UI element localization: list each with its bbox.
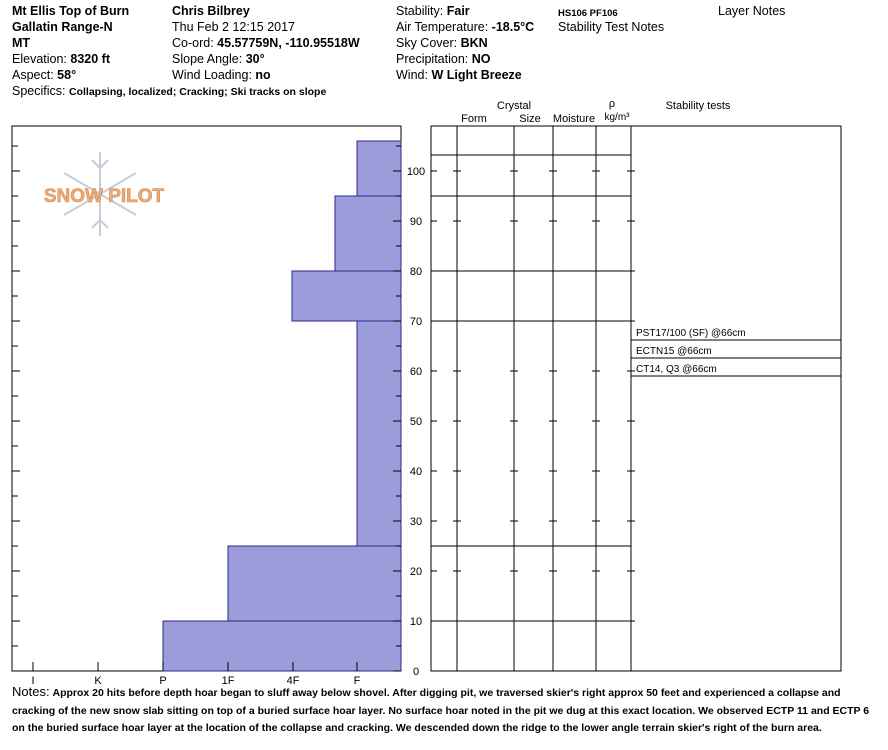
slope-angle: Slope Angle: 30° — [172, 52, 265, 67]
snowflake-icon — [63, 152, 137, 236]
y-tick-label: 60 — [410, 366, 422, 378]
specifics-label: Specifics: — [12, 84, 66, 98]
y-tick-label: 40 — [410, 466, 422, 478]
wind-loading-label: Wind Loading: — [172, 68, 252, 82]
hardness-bars — [162, 140, 402, 672]
location-name: Mt Ellis Top of Burn — [12, 4, 130, 18]
air-temperature: Air Temperature: -18.5°C — [396, 20, 534, 35]
hardness-bar — [162, 620, 402, 672]
y-tick-label: 50 — [410, 416, 422, 428]
notes: Notes: Approx 20 hits before depth hoar … — [12, 683, 872, 738]
hardness-bar — [356, 320, 402, 547]
aspect: Aspect: 58° — [12, 68, 76, 83]
layer-table-frame — [430, 125, 842, 672]
hardness-bar — [334, 195, 402, 272]
y-tick-label: 30 — [410, 516, 422, 528]
x-tick-label: I — [31, 675, 34, 687]
specifics: Specifics: Collapsing, localized; Cracki… — [12, 84, 326, 100]
notes-label: Notes: — [12, 684, 50, 699]
observation-datetime: Thu Feb 2 12:15 2017 — [172, 20, 296, 34]
hardness-bar — [356, 140, 402, 197]
moisture-header: Moisture — [553, 113, 595, 125]
snowpilot-logo: SNOW PILOT — [44, 152, 165, 236]
y-tick-label: 70 — [410, 316, 422, 328]
layer-boundaries — [431, 154, 631, 622]
stability-test-result: ECTN15 @66cm — [636, 346, 712, 357]
state: MT — [12, 36, 31, 50]
logo-text: SNOW PILOT — [44, 186, 165, 207]
y-tick-label: 0 — [413, 666, 419, 678]
observer-name: Chris Bilbrey — [172, 4, 250, 18]
density-unit-header: kg/m³ — [605, 112, 631, 123]
hardness-bar — [227, 545, 402, 622]
coord-value: 45.57759N, -110.95518W — [217, 36, 360, 50]
stability: Stability: Fair — [396, 4, 470, 19]
wind-value: W Light Breeze — [431, 68, 522, 82]
y-tick-label: 20 — [410, 566, 422, 578]
sky-value: BKN — [460, 36, 488, 50]
specifics-value: Collapsing, localized; Cracking; Ski tra… — [68, 86, 327, 98]
stability-test-notes-heading: Stability Test Notes — [558, 20, 665, 34]
y-tick-label: 100 — [407, 166, 425, 178]
layer-table-columns — [456, 126, 632, 671]
y-tick-label: 80 — [410, 266, 422, 278]
coord-label: Co-ord: — [172, 36, 214, 50]
coordinates: Co-ord: 45.57759N, -110.95518W — [172, 36, 360, 51]
size-header: Size — [519, 113, 540, 125]
aspect-value: 58° — [57, 68, 77, 82]
wind-loading-value: no — [255, 68, 271, 82]
stability-test-result: CT14, Q3 @66cm — [636, 364, 717, 375]
table-ticks — [431, 170, 635, 622]
notes-text: Approx 20 hits before depth hoar began t… — [12, 687, 870, 734]
rho-header: ρ — [609, 98, 615, 110]
slope-value: 30° — [245, 52, 265, 66]
sky-label: Sky Cover: — [396, 36, 458, 50]
x-tick-label: F — [354, 675, 361, 687]
depth-axis: 0 10 20 30 40 50 60 70 80 90 100 — [12, 145, 425, 678]
precip-label: Precipitation: — [396, 52, 469, 66]
air-temp-label: Air Temperature: — [396, 20, 489, 34]
x-tick-label: 1F — [222, 675, 235, 687]
slope-label: Slope Angle: — [172, 52, 243, 66]
x-tick-label: K — [94, 675, 102, 687]
hardness-bar — [291, 270, 402, 322]
precip-value: NO — [471, 52, 491, 66]
x-tick-label: P — [159, 675, 166, 687]
stability-tests-header: Stability tests — [666, 100, 731, 112]
wind-loading: Wind Loading: no — [172, 68, 271, 83]
mountain-range: Gallatin Range-N — [12, 20, 113, 34]
wind: Wind: W Light Breeze — [396, 68, 522, 83]
layer-notes-heading: Layer Notes — [718, 4, 786, 18]
stability-tests: PST17/100 (SF) @66cm ECTN15 @66cm CT14, Q3… — [631, 328, 841, 377]
elevation-value: 8320 ft — [70, 52, 110, 66]
elevation: Elevation: 8320 ft — [12, 52, 110, 67]
y-tick-label: 10 — [410, 616, 422, 628]
stability-label: Stability: — [396, 4, 444, 18]
elevation-label: Elevation: — [12, 52, 67, 66]
stability-value: Fair — [446, 4, 470, 18]
y-tick-label: 90 — [410, 216, 422, 228]
sky-cover: Sky Cover: BKN — [396, 36, 488, 51]
hs-pf: HS106 PF106 — [558, 8, 618, 19]
precipitation: Precipitation: NO — [396, 52, 491, 67]
stability-test-result: PST17/100 (SF) @66cm — [636, 328, 746, 339]
wind-label: Wind: — [396, 68, 428, 82]
air-temp-value: -18.5°C — [491, 20, 535, 34]
aspect-label: Aspect: — [12, 68, 54, 82]
form-header: Form — [461, 113, 487, 125]
hardness-axis: I K P 1F 4F F — [31, 662, 361, 687]
x-tick-label: 4F — [287, 675, 300, 687]
crystal-header: Crystal — [497, 100, 531, 112]
